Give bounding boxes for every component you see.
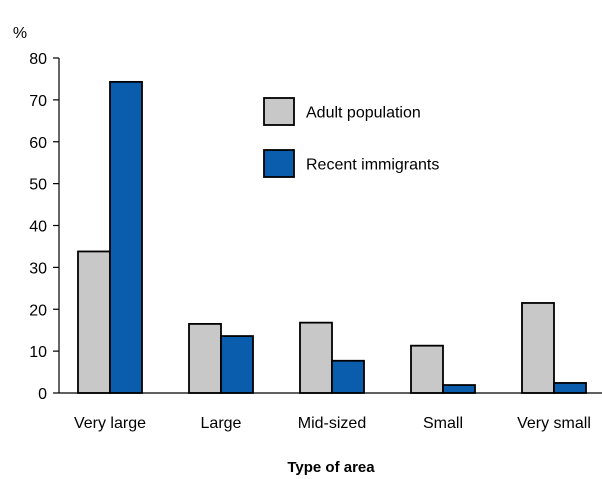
- bar-adult-population: [521, 302, 555, 394]
- bar-recent-immigrants: [109, 80, 143, 394]
- x-axis: Very large Large Mid-sized Small Very small: [59, 392, 602, 432]
- bars: [77, 80, 587, 394]
- x-category-label: Very small: [517, 415, 591, 432]
- legend-swatch: [263, 149, 295, 178]
- bar-recent-immigrants: [442, 384, 476, 394]
- y-tick-label: 80: [29, 51, 47, 68]
- y-tick-label: 30: [29, 260, 47, 277]
- y-unit-label: %: [13, 25, 27, 42]
- y-tick-label: 40: [29, 219, 47, 236]
- bar-adult-population: [410, 344, 444, 394]
- x-axis-title: Type of area: [287, 459, 375, 476]
- bar-group: [77, 80, 143, 394]
- x-category-label: Large: [201, 415, 242, 432]
- bar-adult-population: [188, 323, 222, 394]
- bar-recent-immigrants: [331, 359, 365, 394]
- x-category-label: Very large: [74, 415, 146, 432]
- y-tick-label: 60: [29, 135, 47, 152]
- bar-group: [188, 323, 254, 394]
- y-axis: 0 10 20 30 40 50 60 70 80: [29, 51, 60, 403]
- x-category-label: Small: [423, 415, 463, 432]
- bar-group: [299, 321, 365, 394]
- bar-recent-immigrants: [553, 382, 587, 394]
- legend-label: Recent immigrants: [306, 157, 439, 174]
- y-tick-label: 10: [29, 344, 47, 361]
- y-tick-label: 20: [29, 302, 47, 319]
- x-category-label: Mid-sized: [298, 415, 366, 432]
- legend-label: Adult population: [306, 105, 421, 122]
- y-tick-label: 50: [29, 177, 47, 194]
- bar-group: [410, 344, 476, 394]
- bar-adult-population: [299, 321, 333, 394]
- y-tick-label: 0: [38, 386, 47, 403]
- y-tick-label: 70: [29, 93, 47, 110]
- bar-recent-immigrants: [220, 335, 254, 394]
- bar-group: [521, 302, 587, 394]
- legend: Adult population Recent immigrants: [263, 97, 439, 178]
- legend-swatch: [263, 97, 295, 126]
- bar-adult-population: [77, 250, 111, 394]
